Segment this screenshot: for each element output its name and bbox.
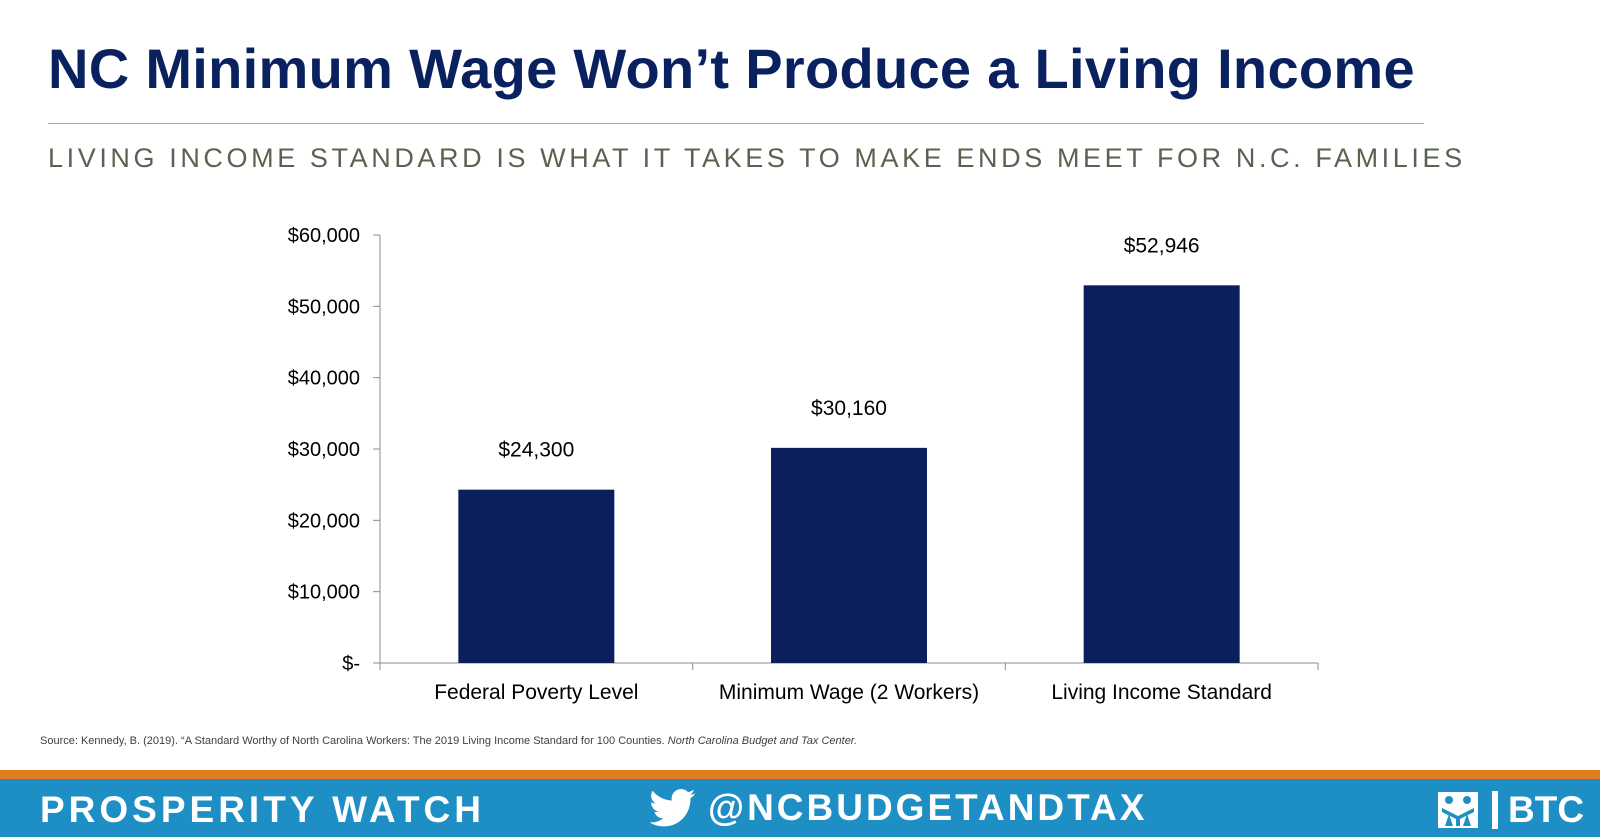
y-tick-label: $10,000 xyxy=(288,582,360,604)
title-divider xyxy=(48,123,1424,124)
footer-banner: PROSPERITY WATCH @NCBUDGETANDTAX BTC xyxy=(0,779,1600,837)
y-tick-label: $40,000 xyxy=(288,368,360,390)
y-tick-label: $30,000 xyxy=(288,439,360,461)
bar xyxy=(1083,285,1240,663)
data-label: $24,300 xyxy=(498,439,574,462)
twitter-handle: @NCBUDGETANDTAX xyxy=(708,787,1148,828)
data-label: $52,946 xyxy=(1124,234,1200,257)
btc-logo-icon xyxy=(1438,792,1478,828)
twitter-link[interactable]: @NCBUDGETANDTAX xyxy=(650,787,1147,829)
y-tick-label: $50,000 xyxy=(288,296,360,318)
page-subtitle: LIVING INCOME STANDARD IS WHAT IT TAKES … xyxy=(48,143,1466,173)
source-text: Source: Kennedy, B. (2019). “A Standard … xyxy=(40,735,665,747)
footer-accent-stripe xyxy=(0,770,1600,779)
page-title: NC Minimum Wage Won’t Produce a Living I… xyxy=(48,37,1415,100)
source-citation: Source: Kennedy, B. (2019). “A Standard … xyxy=(40,735,857,747)
logo-separator xyxy=(1492,791,1498,829)
y-tick-label: $- xyxy=(342,653,360,675)
twitter-bird-icon xyxy=(650,789,696,827)
btc-logo: BTC xyxy=(1436,789,1584,831)
category-label: Living Income Standard xyxy=(1051,681,1272,704)
y-tick-label: $20,000 xyxy=(288,510,360,532)
source-publisher: North Carolina Budget and Tax Center. xyxy=(667,735,858,747)
btc-logo-text: BTC xyxy=(1508,789,1585,830)
data-label: $30,160 xyxy=(811,397,887,420)
category-label: Federal Poverty Level xyxy=(434,681,638,704)
bar xyxy=(771,447,927,663)
bar xyxy=(458,489,615,663)
category-label: Minimum Wage (2 Workers) xyxy=(719,681,979,704)
prosperity-watch-label: PROSPERITY WATCH xyxy=(40,789,486,830)
y-tick-label: $60,000 xyxy=(288,225,360,247)
bar-chart: $- $10,000 $20,000 $30,000 $40,000 $50,000 $60… xyxy=(288,225,1319,704)
